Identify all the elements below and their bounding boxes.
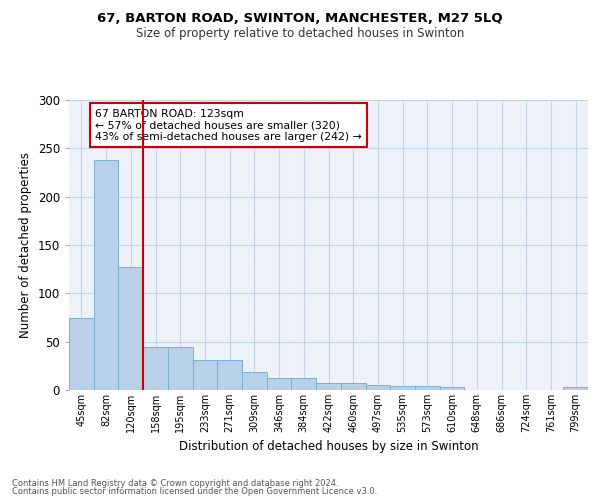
Bar <box>267 378 292 390</box>
Bar <box>365 385 390 390</box>
Bar <box>390 386 415 390</box>
Bar <box>217 360 242 390</box>
Bar <box>143 348 168 390</box>
Y-axis label: Number of detached properties: Number of detached properties <box>19 152 32 338</box>
Bar <box>440 387 464 390</box>
Bar <box>168 348 193 390</box>
Bar <box>69 318 94 390</box>
Bar <box>193 360 217 390</box>
Bar <box>292 378 316 390</box>
Bar <box>341 383 365 390</box>
X-axis label: Distribution of detached houses by size in Swinton: Distribution of detached houses by size … <box>179 440 478 454</box>
Text: 67, BARTON ROAD, SWINTON, MANCHESTER, M27 5LQ: 67, BARTON ROAD, SWINTON, MANCHESTER, M2… <box>97 12 503 26</box>
Text: Contains HM Land Registry data © Crown copyright and database right 2024.: Contains HM Land Registry data © Crown c… <box>12 478 338 488</box>
Text: Contains public sector information licensed under the Open Government Licence v3: Contains public sector information licen… <box>12 487 377 496</box>
Bar <box>563 387 588 390</box>
Bar <box>118 267 143 390</box>
Bar <box>316 383 341 390</box>
Bar <box>94 160 118 390</box>
Text: 67 BARTON ROAD: 123sqm
← 57% of detached houses are smaller (320)
43% of semi-de: 67 BARTON ROAD: 123sqm ← 57% of detached… <box>95 108 362 142</box>
Text: Size of property relative to detached houses in Swinton: Size of property relative to detached ho… <box>136 28 464 40</box>
Bar <box>242 372 267 390</box>
Bar <box>415 386 440 390</box>
